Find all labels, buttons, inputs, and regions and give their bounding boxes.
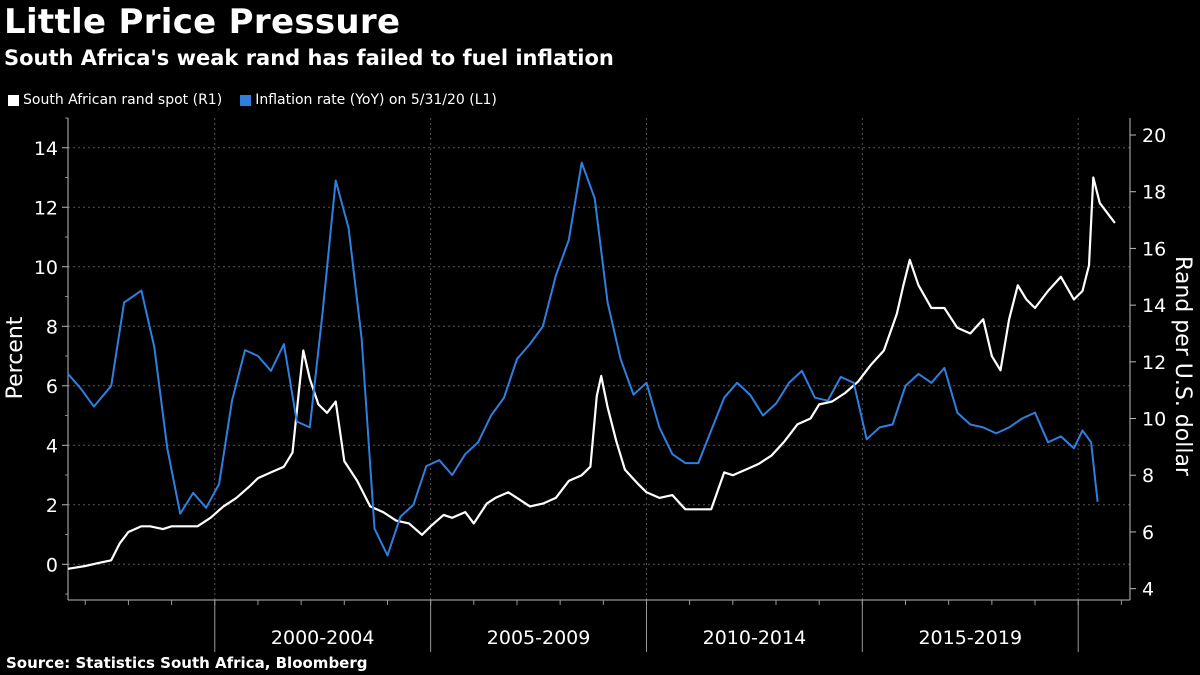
axes: 0 2 4 6 8 10 12 14 4 6 8 10 12 14 16 18 20 2000-2004 2005-… [34, 117, 1166, 652]
series-lines [67, 161, 1116, 570]
left-axis-label: Percent [3, 316, 28, 399]
right-tick-label: 10 [1142, 409, 1166, 431]
chart-legend: South African rand spot (R1) Inflation r… [8, 92, 515, 108]
inflation-line [67, 161, 1099, 557]
source-note: Source: Statistics South Africa, Bloombe… [6, 654, 368, 672]
x-period-label: 2010-2014 [703, 627, 807, 649]
right-tick-label: 4 [1142, 579, 1154, 601]
right-tick-label: 6 [1142, 522, 1154, 544]
rand-line [67, 176, 1116, 570]
right-tick-label: 8 [1142, 465, 1154, 487]
legend-label-rand: South African rand spot (R1) [23, 92, 223, 108]
right-tick-label: 12 [1142, 352, 1166, 374]
chart-title: Little Price Pressure [4, 2, 401, 42]
chart-subtitle: South Africa's weak rand has failed to f… [4, 46, 614, 70]
right-tick-label: 18 [1142, 182, 1166, 204]
legend-item-inflation: Inflation rate (YoY) on 5/31/20 (L1) [240, 92, 497, 108]
right-tick-label: 20 [1142, 125, 1166, 147]
left-tick-label: 6 [46, 376, 58, 398]
left-tick-label: 14 [34, 138, 58, 160]
legend-swatch-inflation [240, 94, 252, 106]
right-tick-label: 14 [1142, 295, 1166, 317]
x-period-label: 2000-2004 [271, 627, 375, 649]
gridlines [68, 118, 1130, 600]
left-tick-label: 12 [34, 197, 58, 219]
legend-label-inflation: Inflation rate (YoY) on 5/31/20 (L1) [255, 92, 497, 108]
left-tick-label: 0 [46, 554, 58, 576]
legend-item-rand: South African rand spot (R1) [8, 92, 222, 108]
left-tick-label: 2 [46, 495, 58, 517]
legend-swatch-rand [8, 94, 19, 106]
left-tick-label: 10 [34, 257, 58, 279]
right-tick-label: 16 [1142, 238, 1166, 260]
left-tick-label: 8 [46, 316, 58, 338]
x-period-label: 2005-2009 [487, 627, 591, 649]
x-period-label: 2015-2019 [918, 627, 1022, 649]
left-tick-label: 4 [46, 435, 58, 457]
right-axis-label: Rand per U.S. dollar [1170, 256, 1195, 477]
